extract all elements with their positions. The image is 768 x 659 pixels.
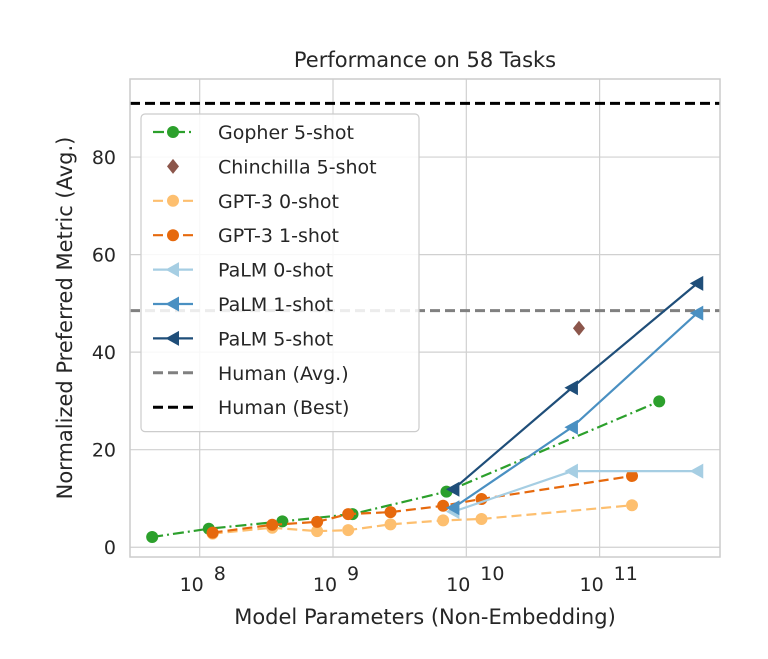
legend-item-6: PaLM 5-shot <box>153 328 333 350</box>
data-point <box>167 194 179 207</box>
legend-item-4: PaLM 0-shot <box>153 260 333 282</box>
legend-item-0: Gopher 5-shot <box>153 122 354 144</box>
y-tick-label: 60 <box>92 245 116 267</box>
x-tick-label: 10 <box>313 574 337 596</box>
series-1 <box>572 320 585 336</box>
data-point <box>165 262 179 278</box>
data-point <box>342 508 355 521</box>
legend-box <box>140 113 420 433</box>
x-tick-exponent: 8 <box>214 563 226 585</box>
legend-label: PaLM 1-shot <box>218 294 333 316</box>
series-line <box>212 474 633 534</box>
chart-title: Performance on 58 Tasks <box>294 48 556 72</box>
data-point <box>342 524 355 537</box>
data-point <box>167 126 179 138</box>
legend-label: Human (Best) <box>218 397 349 419</box>
y-tick-label: 80 <box>92 147 116 169</box>
x-tick-label: 10 <box>446 574 470 596</box>
data-point <box>266 518 279 531</box>
legend-item-5: PaLM 1-shot <box>153 294 333 316</box>
legend-item-2: GPT-3 0-shot <box>153 191 339 213</box>
data-point <box>626 499 639 512</box>
data-point <box>165 296 179 312</box>
data-point <box>384 518 397 531</box>
legend-label: GPT-3 1-shot <box>218 225 339 247</box>
data-point <box>384 506 397 519</box>
data-point <box>564 463 578 479</box>
data-point <box>206 526 219 539</box>
series-5 <box>445 305 704 516</box>
data-point <box>146 531 159 544</box>
data-point <box>311 515 324 528</box>
legend-item-7: Human (Avg.) <box>153 363 349 385</box>
data-point <box>475 512 488 525</box>
series-4 <box>445 463 704 520</box>
legend-item-3: GPT-3 1-shot <box>153 225 339 247</box>
data-point <box>689 463 704 479</box>
data-point <box>564 419 578 435</box>
legend-label: Human (Avg.) <box>218 363 349 385</box>
data-point <box>626 470 639 483</box>
data-point <box>689 305 704 321</box>
data-point <box>445 500 460 516</box>
data-point <box>167 229 179 242</box>
y-tick-label: 0 <box>104 537 116 559</box>
data-point <box>167 158 179 174</box>
y-tick-label: 20 <box>92 440 116 462</box>
x-tick-label: 10 <box>580 574 604 596</box>
x-tick-label: 10 <box>180 574 204 596</box>
legend-label: Chinchilla 5-shot <box>218 156 377 178</box>
data-point <box>437 514 450 527</box>
legend-item-1: Chinchilla 5-shot <box>167 156 377 178</box>
x-axis-label: Model Parameters (Non-Embedding) <box>234 605 616 629</box>
y-tick-label: 40 <box>92 342 116 364</box>
y-axis-label: Normalized Preferred Metric (Avg.) <box>53 137 77 500</box>
data-point <box>564 380 578 396</box>
data-point <box>572 320 585 336</box>
x-tick-exponent: 9 <box>347 563 359 585</box>
series-3 <box>206 470 639 539</box>
x-tick-exponent: 11 <box>614 563 638 585</box>
data-point <box>311 525 324 538</box>
data-point <box>165 330 179 346</box>
series-layer <box>146 275 704 544</box>
series-line <box>212 504 633 535</box>
data-point <box>653 395 666 408</box>
legend-label: Gopher 5-shot <box>218 122 354 144</box>
legend-item-8: Human (Best) <box>153 397 349 419</box>
data-point <box>689 275 704 291</box>
legend: Gopher 5-shot Chinchilla 5-shot GPT-3 0-sh… <box>140 113 420 433</box>
data-point <box>445 481 460 497</box>
x-tick-labels: 10 8 10 9 10 10 10 11 <box>180 563 638 596</box>
series-line <box>152 400 660 539</box>
y-tick-labels: 0 20 40 60 80 <box>92 147 116 559</box>
legend-label: GPT-3 0-shot <box>218 191 339 213</box>
series-6 <box>445 275 704 497</box>
x-tick-exponent: 10 <box>480 563 504 585</box>
legend-label: PaLM 5-shot <box>218 328 333 350</box>
plot-frame <box>129 78 721 558</box>
legend-label: PaLM 0-shot <box>218 260 333 282</box>
data-point <box>437 499 450 512</box>
